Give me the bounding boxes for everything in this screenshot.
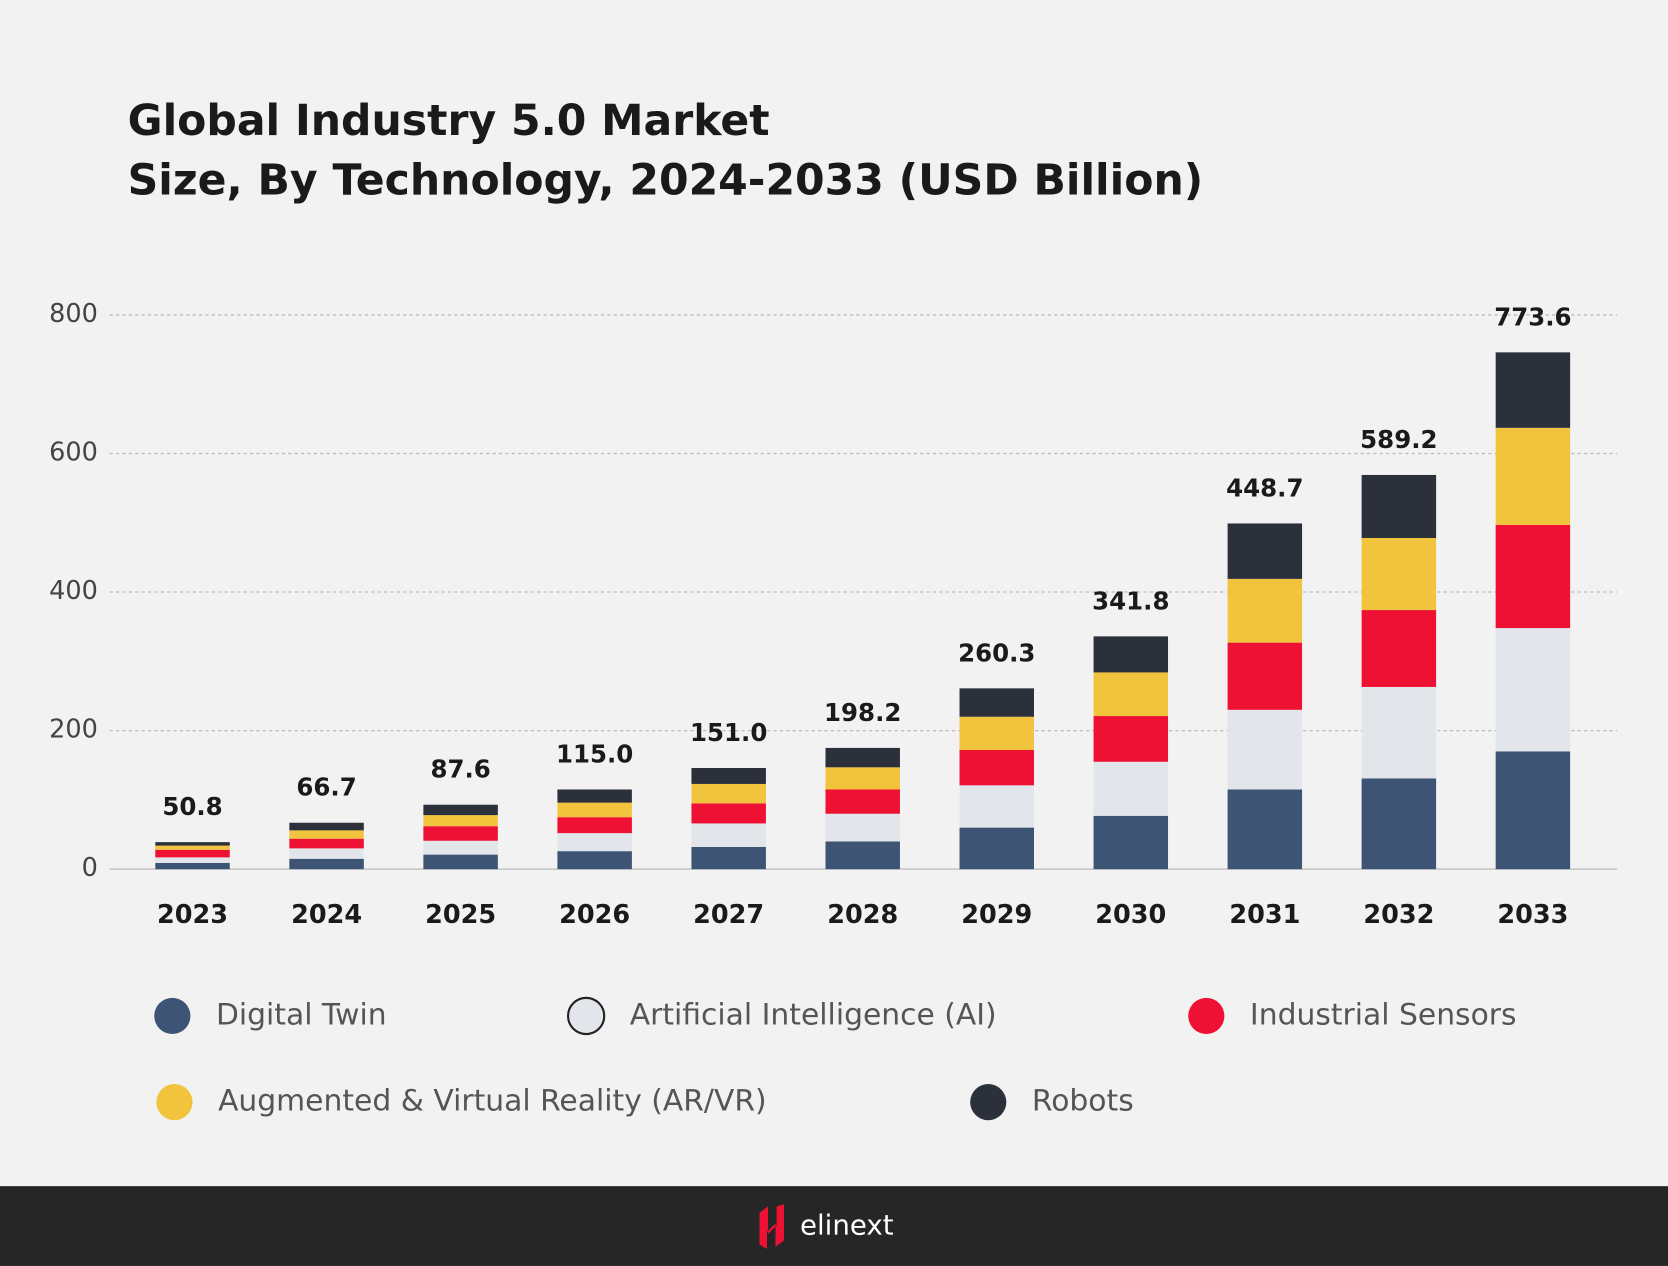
bar-segment (959, 827, 1034, 870)
bar-segment (1361, 474, 1437, 539)
x-tick-label: 2029 (961, 900, 1032, 930)
bar-segment (423, 854, 498, 870)
legend-swatch (566, 996, 606, 1036)
x-tick-label: 2033 (1497, 900, 1568, 930)
brand: elinext (800, 1209, 894, 1242)
legend-swatch (156, 1084, 193, 1121)
bar-segment (825, 841, 900, 870)
total-label: 198.2 (824, 698, 901, 727)
y-tick-label: 200 (49, 715, 98, 745)
bar-segment (423, 826, 498, 841)
bar-segment (557, 833, 632, 852)
bar-segment (959, 716, 1034, 750)
bar-segment (691, 768, 766, 784)
x-tick-label: 2031 (1229, 900, 1300, 930)
legend-label: Augmented & Virtual Reality (AR/VR) (218, 1084, 767, 1119)
bar-segment (423, 840, 498, 855)
total-label: 87.6 (430, 755, 490, 784)
footer (0, 1186, 1668, 1266)
bar-segment (1495, 352, 1571, 428)
total-label: 151.0 (690, 718, 767, 747)
legend-label: Artificial Intelligence (AI) (630, 997, 997, 1032)
bar-segment (1093, 761, 1169, 816)
bar-segment (557, 817, 632, 834)
total-label: 589.2 (1360, 425, 1437, 454)
bar-segment (1361, 610, 1437, 687)
bar-segment (289, 822, 364, 831)
bar-segment (557, 802, 632, 818)
bar-segment (1093, 672, 1169, 717)
bar-segment (691, 823, 766, 847)
bar-segment (289, 858, 364, 870)
x-tick-label: 2028 (827, 900, 898, 930)
bar-segment (1227, 789, 1303, 870)
bar-segment (1361, 538, 1437, 611)
bar-segment (1361, 778, 1437, 870)
bar-segment (289, 838, 364, 849)
total-label: 773.6 (1494, 302, 1571, 331)
bar-segment (155, 857, 230, 863)
chart-title: Size, By Technology, 2024-2033 (USD Bill… (128, 157, 1204, 206)
bar-segment (825, 747, 900, 768)
bar-segment (1495, 524, 1571, 629)
y-tick-label: 600 (49, 437, 98, 467)
legend-swatch (1188, 997, 1225, 1035)
bar-segment (423, 804, 498, 816)
bar-segment (1227, 642, 1303, 710)
bar-segment (1227, 709, 1303, 790)
total-label: 50.8 (162, 792, 222, 821)
bar-segment (825, 767, 900, 790)
x-tick-label: 2027 (693, 900, 764, 930)
bar-segment (1093, 636, 1169, 673)
bar-segment (691, 846, 766, 870)
logo-icon (759, 1204, 785, 1249)
bar-segment (423, 815, 498, 827)
total-label: 341.8 (1092, 586, 1169, 615)
bar-segment (1227, 578, 1303, 643)
bar-segment (691, 803, 766, 824)
bar-segment (959, 749, 1034, 786)
bar-segment (1495, 751, 1571, 870)
y-tick-label: 400 (49, 576, 98, 606)
legend-label: Industrial Sensors (1250, 997, 1517, 1032)
x-tick-label: 2025 (425, 900, 496, 930)
total-label: 260.3 (958, 638, 1035, 667)
x-tick-label: 2030 (1095, 900, 1166, 930)
bar-segment (1495, 628, 1571, 752)
bar-segment (289, 848, 364, 859)
legend-label: Robots (1032, 1084, 1134, 1119)
bar-segment (1361, 686, 1437, 779)
total-label: 66.7 (296, 773, 356, 802)
bar-segment (155, 845, 230, 850)
bar-segment (155, 842, 230, 846)
bar-segment (959, 785, 1034, 828)
y-tick-label: 0 (82, 853, 98, 883)
total-label: 448.7 (1226, 473, 1303, 502)
legend-swatch (154, 997, 191, 1035)
bar-segment (1093, 716, 1169, 762)
legend-label: Digital Twin (216, 997, 387, 1032)
bar-segment (155, 862, 230, 870)
bar-segment (289, 830, 364, 839)
bar-segment (155, 849, 230, 858)
total-label: 115.0 (556, 739, 633, 768)
x-tick-label: 2024 (291, 900, 362, 930)
bar-segment (959, 688, 1034, 717)
bar-segment (825, 813, 900, 842)
bar-segment (1227, 523, 1303, 579)
bar-segment (1093, 815, 1169, 870)
x-tick-label: 2032 (1363, 900, 1434, 930)
x-tick-label: 2026 (559, 900, 630, 930)
bar-segment (1495, 427, 1571, 525)
bar-segment (557, 789, 632, 803)
bar-segment (557, 851, 632, 870)
legend-swatch (970, 1084, 1007, 1121)
bar-segment (825, 789, 900, 814)
bar-segment (691, 783, 766, 804)
x-tick-label: 2023 (157, 900, 228, 930)
y-tick-label: 800 (49, 299, 98, 329)
chart-title: Global Industry 5.0 Market (128, 97, 770, 146)
